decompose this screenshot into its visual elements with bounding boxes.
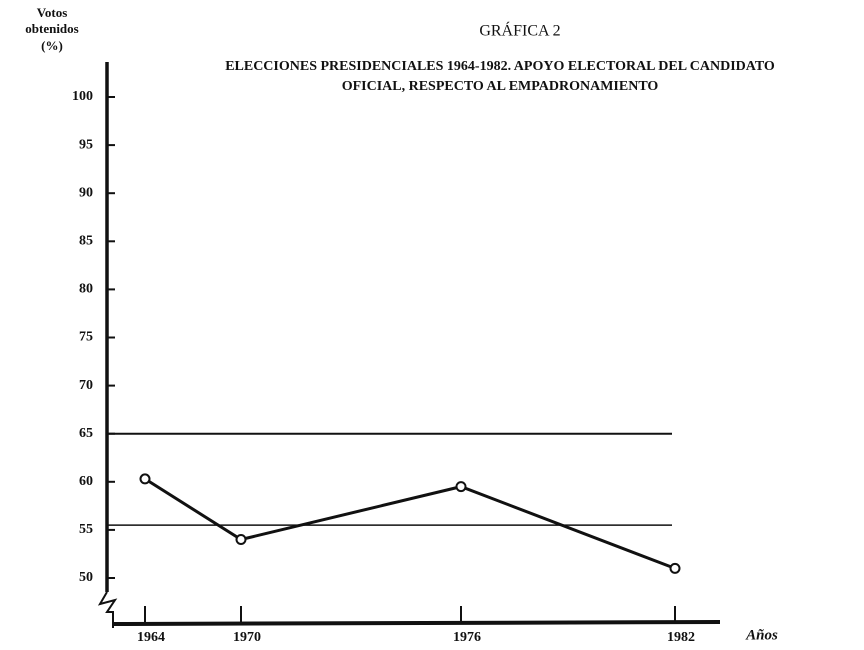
y-tick-label: 95 [79,137,93,152]
series-line [144,477,676,570]
x-tick-label: 1982 [667,630,695,645]
x-axis [112,620,721,626]
y-tick-label: 65 [79,426,93,441]
x-tick-label: 1970 [233,630,261,645]
y-tick-label: 80 [79,282,93,297]
data-point [669,562,681,574]
y-tick-label: 75 [79,330,93,345]
y-tick-label: 60 [79,474,93,489]
chart-title: OFICIAL, RESPECTO AL EMPADRONAMIENTO [342,79,659,94]
y-tick-label: 100 [72,89,93,104]
data-point [235,534,247,546]
y-tick-label: 85 [79,234,93,249]
y-tick-label: 70 [79,378,93,393]
y-axis-label: obtenidos [25,21,78,36]
x-tick-label: 1964 [137,630,165,645]
y-tick-label: 50 [79,570,93,585]
y-tick-label: 55 [79,522,93,537]
y-axis-label: (%) [41,38,63,53]
data-point [139,473,151,485]
x-tick-label: 1976 [453,630,481,645]
axis-break [97,591,118,628]
data-point [455,481,467,493]
y-axis-label: Votos [37,5,68,20]
y-tick-label: 90 [79,185,93,200]
chart-label: GRÁFICA 2 [479,21,560,40]
chart-title: ELECCIONES PRESIDENCIALES 1964-1982. APO… [225,59,775,74]
x-axis-label: Años [745,627,778,643]
